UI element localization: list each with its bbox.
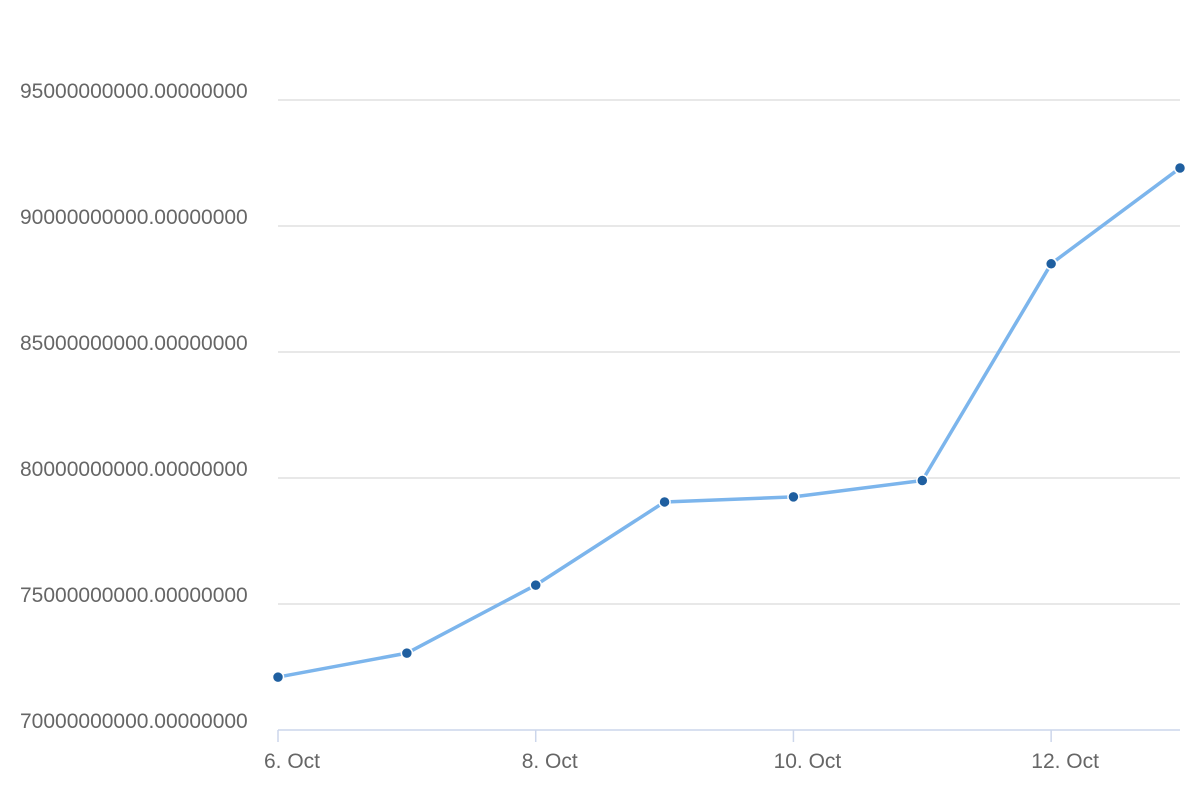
data-point[interactable] xyxy=(400,646,414,660)
x-tick-label: 6. Oct xyxy=(264,750,320,773)
y-tick-label: 90000000000.00000000 xyxy=(20,206,248,229)
y-tick-label: 70000000000.00000000 xyxy=(20,710,248,733)
x-tick-label: 10. Oct xyxy=(774,750,842,773)
gridlines xyxy=(278,99,1180,605)
data-point[interactable] xyxy=(658,495,671,509)
series xyxy=(271,161,1187,684)
y-tick-label: 85000000000.00000000 xyxy=(20,332,248,355)
data-point[interactable] xyxy=(529,578,542,592)
data-point[interactable] xyxy=(787,490,800,504)
data-point[interactable] xyxy=(271,670,285,684)
y-tick-label: 75000000000.00000000 xyxy=(20,584,248,607)
data-point[interactable] xyxy=(1173,161,1187,175)
x-tick-label: 12. Oct xyxy=(1031,750,1099,773)
y-axis: 70000000000.00000000 75000000000.00000000… xyxy=(20,80,248,733)
data-point[interactable] xyxy=(916,474,929,487)
x-tick-label: 8. Oct xyxy=(522,750,578,773)
x-axis: 6. Oct 8. Oct 10. Oct 12. Oct xyxy=(264,729,1180,773)
data-point[interactable] xyxy=(1044,257,1058,271)
series-line xyxy=(276,166,1182,679)
y-tick-label: 80000000000.00000000 xyxy=(20,458,248,481)
y-tick-label: 95000000000.00000000 xyxy=(20,80,248,103)
